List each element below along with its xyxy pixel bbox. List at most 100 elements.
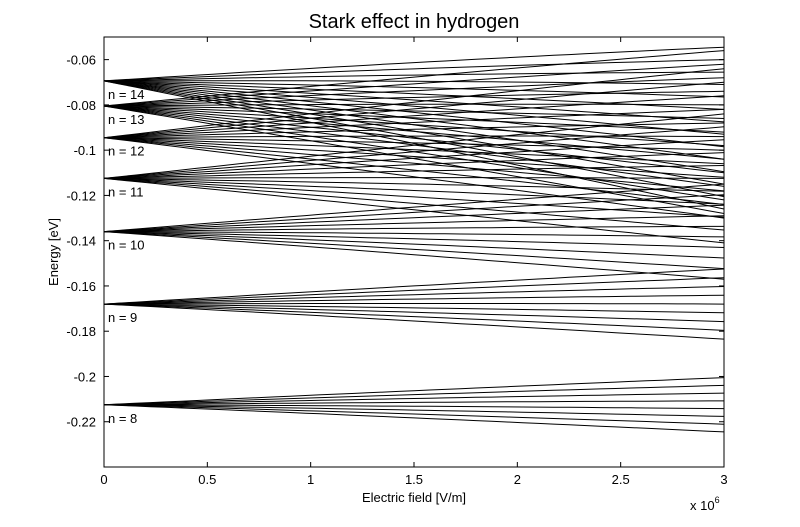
stark-level-line — [103, 59, 725, 82]
manifold-label: n = 10 — [108, 238, 145, 253]
stark-level-line — [103, 113, 725, 179]
x-tick-label: 3 — [720, 472, 727, 487]
stark-level-line — [103, 105, 725, 133]
stark-level-line — [103, 77, 725, 107]
x-axis-multiplier: x 106 — [690, 495, 720, 513]
x-axis-ticks: 0 0.5 1 1.5 2 2.5 3 — [100, 37, 728, 487]
stark-level-line — [103, 286, 725, 305]
stark-level-line — [103, 204, 725, 233]
stark-level-line — [103, 137, 725, 151]
stark-level-line — [103, 50, 725, 107]
plot-lines — [103, 46, 725, 433]
stark-level-line — [104, 80, 725, 85]
stark-level-line — [103, 80, 725, 198]
manifold-label: n = 12 — [108, 144, 145, 159]
y-tick-label: -0.22 — [66, 415, 96, 430]
y-tick-label: -0.18 — [66, 324, 96, 339]
stark-level-line — [103, 183, 725, 233]
stark-level-line — [103, 137, 725, 178]
stark-level-line — [103, 63, 725, 107]
stark-level-line — [104, 177, 724, 179]
stark-level-line — [103, 68, 725, 139]
stark-level-line — [103, 231, 725, 270]
stark-level-line — [103, 294, 725, 305]
manifold-label: n = 9 — [108, 310, 137, 325]
stark-level-line — [103, 194, 725, 233]
manifold-label: n = 14 — [108, 87, 145, 102]
stark-level-line — [103, 137, 725, 205]
stark-level-line — [103, 177, 725, 244]
stark-level-line — [103, 137, 725, 219]
stark-level-line — [103, 105, 725, 201]
stark-level-line — [103, 103, 725, 107]
stark-level-line — [103, 80, 725, 123]
stark-level-line — [103, 95, 725, 139]
stark-level-line — [103, 303, 725, 331]
stark-level-line — [103, 303, 725, 314]
stark-level-line — [103, 400, 724, 406]
stark-level-line — [103, 303, 725, 305]
stark-level-line — [103, 231, 725, 259]
chart-title: Stark effect in hydrogen — [309, 11, 520, 33]
stark-level-line — [103, 152, 725, 179]
stark-level-line — [103, 80, 725, 173]
y-axis-label: Energy [eV] — [46, 218, 61, 286]
stark-level-line — [103, 231, 725, 280]
x-tick-label: 0 — [100, 472, 107, 487]
stark-level-line — [103, 377, 725, 406]
stark-level-line — [103, 80, 725, 135]
manifold-label: n = 8 — [108, 411, 137, 426]
stark-level-line — [103, 105, 725, 119]
y-axis-ticks: -0.22 -0.2 -0.18 -0.16 -0.14 -0.12 -0.1 -0.08 -0… — [66, 53, 724, 430]
stark-level-line — [103, 105, 725, 187]
stark-level-line — [103, 71, 725, 82]
stark-level-line — [103, 231, 725, 238]
y-tick-label: -0.08 — [66, 98, 96, 113]
stark-level-line — [103, 80, 725, 160]
stark-level-line — [103, 225, 724, 233]
manifold-label: n = 13 — [108, 112, 145, 127]
stark-level-line — [103, 177, 725, 205]
stark-level-line — [103, 81, 725, 139]
stark-level-line — [103, 231, 725, 248]
y-tick-label: -0.06 — [66, 53, 96, 68]
stark-level-line — [103, 105, 725, 174]
x-tick-label: 1.5 — [405, 472, 423, 487]
x-tick-label: 0.5 — [198, 472, 216, 487]
stark-level-line — [103, 135, 725, 139]
stark-level-line — [103, 392, 725, 406]
x-axis-multiplier-exponent: 6 — [715, 495, 720, 505]
x-tick-label: 1 — [307, 472, 314, 487]
y-tick-label: -0.16 — [66, 279, 96, 294]
stark-level-line — [103, 303, 725, 323]
stark-level-line — [103, 137, 725, 192]
stark-level-line — [103, 404, 725, 425]
stark-level-line — [103, 177, 725, 192]
stark-level-line — [103, 268, 725, 305]
stark-level-line — [103, 177, 725, 218]
stark-level-line — [103, 46, 725, 82]
manifold-label: n = 11 — [108, 184, 144, 199]
x-axis-label: Electric field [V/m] — [362, 490, 466, 505]
stark-level-line — [104, 404, 725, 410]
manifold-labels: n = 8 n = 9 n = 10 n = 11 n = 12 n = 13 n = 14 — [108, 87, 145, 426]
y-tick-label: -0.1 — [74, 143, 96, 158]
stark-level-line — [103, 215, 725, 233]
stark-level-line — [103, 165, 725, 179]
stark-level-line — [103, 108, 725, 139]
stark-level-line — [103, 80, 725, 185]
stark-level-line — [103, 384, 725, 406]
stark-level-line — [103, 80, 725, 148]
stark-level-line — [103, 404, 725, 417]
y-tick-label: -0.2 — [74, 369, 96, 384]
stark-level-line — [103, 80, 725, 98]
stark-level-line — [103, 80, 725, 110]
stark-level-line — [103, 404, 725, 433]
x-tick-label: 2.5 — [612, 472, 630, 487]
x-tick-label: 2 — [514, 472, 521, 487]
y-tick-label: -0.12 — [66, 188, 96, 203]
stark-level-line — [103, 105, 725, 214]
stark-level-line — [103, 177, 725, 231]
stark-level-line — [103, 80, 725, 210]
